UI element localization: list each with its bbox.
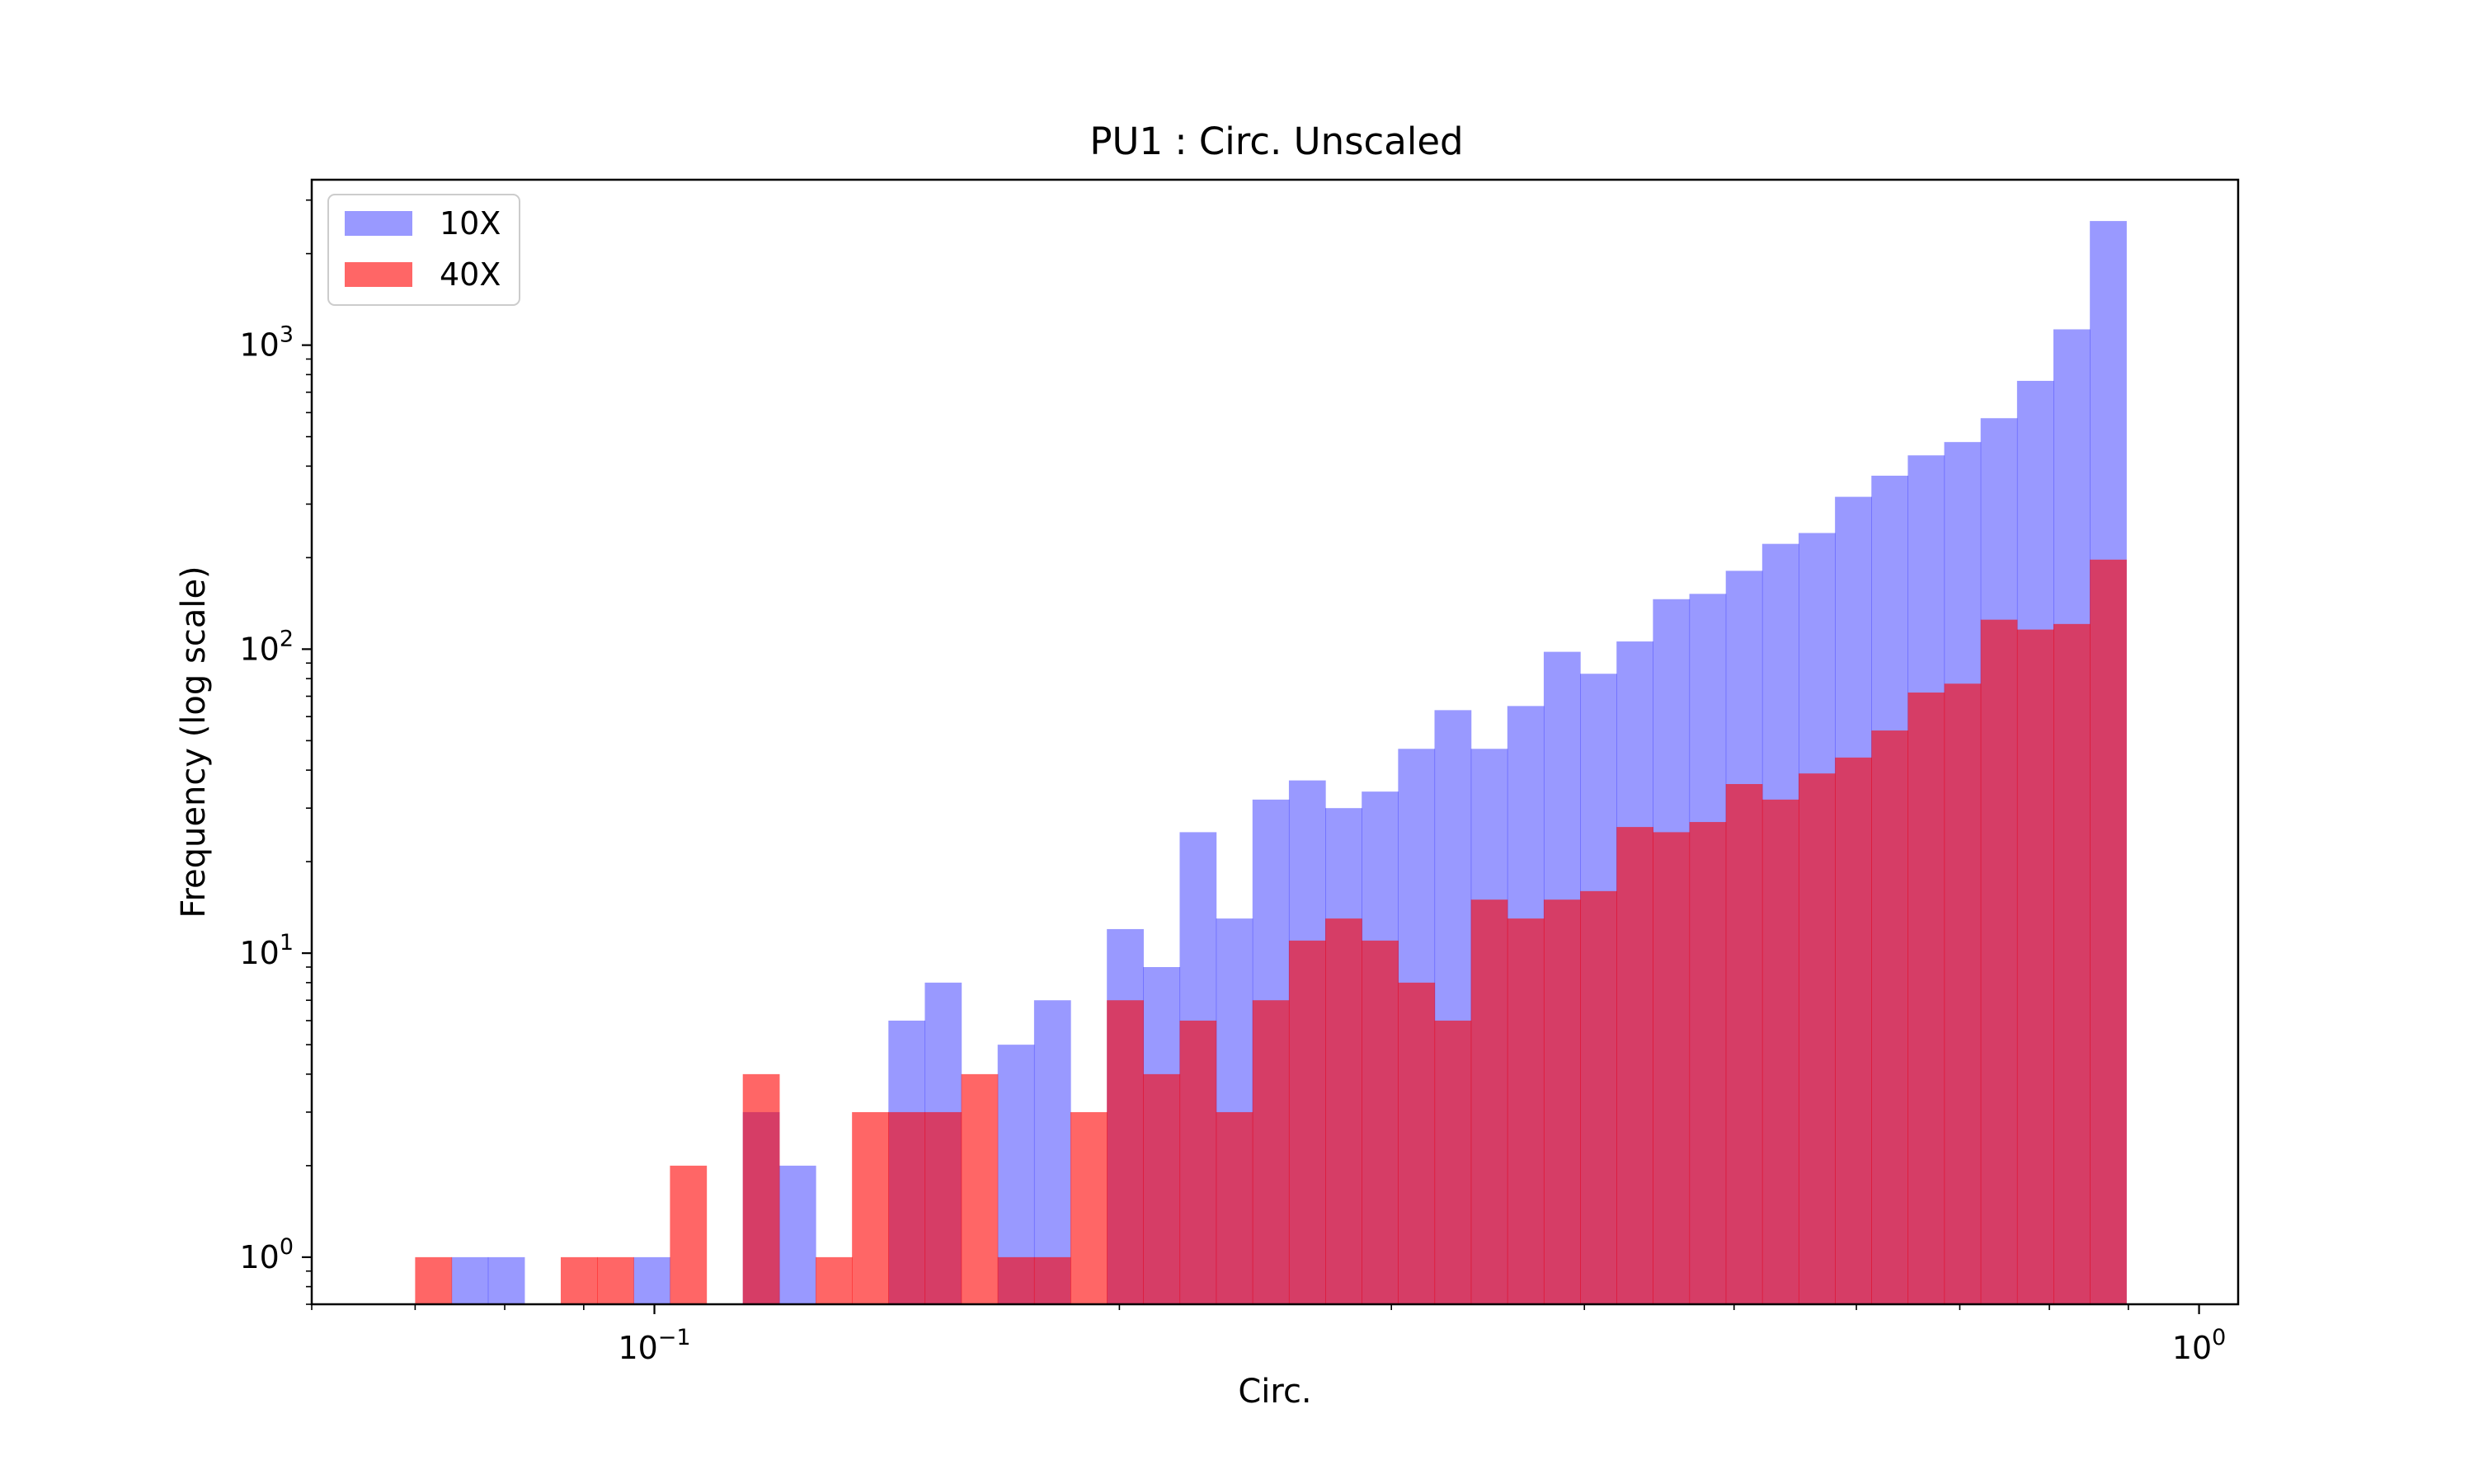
bar-40X-16 <box>997 1256 1035 1304</box>
x-axis-label: Circ. <box>1238 1373 1311 1411</box>
bar-40X-41 <box>1907 692 1945 1304</box>
legend-label-40X: 40X <box>440 256 501 293</box>
bar-40X-22 <box>1216 1111 1253 1304</box>
bar-40X-5 <box>597 1256 634 1304</box>
bar-40X-25 <box>1325 918 1362 1304</box>
bar-40X-29 <box>1470 899 1508 1304</box>
bar-40X-44 <box>2016 629 2054 1304</box>
legend-label-10X: 10X <box>440 205 501 242</box>
chart-title: PU1 : Circ. Unscaled <box>1089 120 1463 163</box>
x-tick-label: 10−1 <box>618 1325 690 1366</box>
bar-40X-24 <box>1288 940 1326 1304</box>
bar-40X-20 <box>1143 1073 1181 1304</box>
x-axis-ticks: 10−1 100 <box>311 1304 2227 1366</box>
plot-frame <box>310 178 2240 1306</box>
bar-40X-46 <box>2090 559 2127 1304</box>
bar-40X-33 <box>1616 827 1653 1304</box>
bar-10X-1 <box>451 1256 489 1304</box>
bar-10X-17 <box>1033 1000 1071 1304</box>
bar-40X-38 <box>1798 773 1836 1304</box>
x-tick-label: 100 <box>2172 1325 2227 1366</box>
bar-40X-0 <box>415 1256 453 1304</box>
bar-40X-7 <box>670 1165 708 1304</box>
bar-40X-15 <box>961 1073 999 1304</box>
y-axis-ticks: 100 101 102 103 <box>239 199 312 1305</box>
bar-40X-17 <box>1033 1256 1071 1304</box>
bar-40X-21 <box>1179 1020 1217 1304</box>
bar-10X-6 <box>633 1256 671 1304</box>
legend-swatch-10X <box>345 211 412 236</box>
bar-40X-35 <box>1689 822 1727 1304</box>
bar-40X-4 <box>560 1256 598 1304</box>
bar-40X-19 <box>1107 1000 1144 1304</box>
bar-40X-31 <box>1543 899 1581 1304</box>
bar-40X-32 <box>1580 890 1617 1304</box>
bar-40X-43 <box>1980 619 2018 1304</box>
bar-40X-39 <box>1835 757 1872 1304</box>
bar-40X-18 <box>1070 1111 1108 1304</box>
bar-40X-12 <box>852 1111 889 1304</box>
bar-40X-23 <box>1252 1000 1290 1304</box>
bar-40X-37 <box>1761 799 1799 1304</box>
bar-40X-30 <box>1507 918 1545 1304</box>
bars-group <box>415 221 2127 1305</box>
y-tick-label: 100 <box>239 1234 294 1275</box>
bar-40X-28 <box>1434 1020 1472 1304</box>
bar-40X-14 <box>924 1111 962 1304</box>
bar-40X-27 <box>1398 982 1436 1304</box>
series-40X <box>415 559 2127 1304</box>
y-tick-label: 103 <box>239 322 294 364</box>
y-axis-label: Frequency (log scale) <box>175 566 213 918</box>
bar-40X-9 <box>742 1073 780 1304</box>
bar-40X-42 <box>1944 683 1982 1304</box>
y-tick-label: 102 <box>239 626 294 667</box>
bar-40X-34 <box>1653 832 1691 1304</box>
bar-10X-2 <box>487 1256 525 1304</box>
bar-40X-11 <box>816 1256 853 1304</box>
bar-40X-13 <box>888 1111 926 1304</box>
bar-40X-26 <box>1362 940 1399 1304</box>
bar-10X-10 <box>778 1165 816 1304</box>
bar-40X-40 <box>1871 730 1909 1304</box>
bar-40X-45 <box>2053 623 2091 1304</box>
y-tick-label: 101 <box>239 930 294 971</box>
bar-40X-36 <box>1725 783 1763 1304</box>
legend-swatch-40X <box>345 262 412 287</box>
